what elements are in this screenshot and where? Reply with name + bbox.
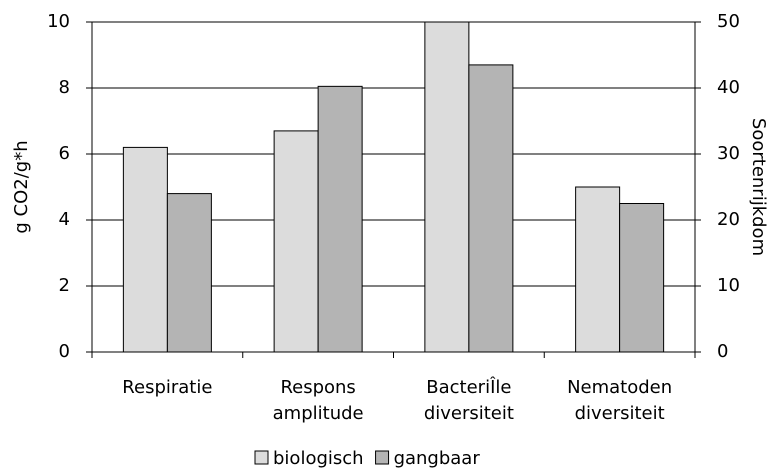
x-tick-label: amplitude (273, 403, 364, 424)
y2-tick-label: 20 (717, 209, 740, 230)
legend-label: gangbaar (394, 448, 481, 469)
y-tick-label: 8 (59, 77, 70, 98)
y-tick-label: 2 (59, 275, 70, 296)
x-tick-label: diversiteit (575, 403, 665, 424)
y-axis-label: g CO2/g*h (11, 140, 32, 233)
bar (468, 64, 514, 353)
y2-tick-label: 50 (717, 11, 740, 32)
legend-label: biologisch (273, 448, 364, 469)
y-tick-label: 10 (47, 11, 70, 32)
y-tick-label: 6 (59, 143, 70, 164)
bar (575, 186, 621, 353)
bar (424, 21, 470, 353)
y2-tick-label: 0 (717, 341, 728, 362)
y2-tick-label: 40 (717, 77, 740, 98)
bar (122, 146, 168, 353)
y-tick-label: 4 (59, 209, 70, 230)
legend-swatch (254, 450, 269, 465)
x-tick-label: Nematoden (567, 377, 672, 398)
bar (317, 85, 363, 353)
x-tick-label: Respons (280, 377, 355, 398)
y2-tick-label: 10 (717, 275, 740, 296)
legend-swatch (375, 450, 390, 465)
y-tick-label: 0 (59, 341, 70, 362)
x-tick-label: diversiteit (424, 403, 514, 424)
y2-axis-label: Soortenrijkdom (748, 118, 769, 256)
bar (166, 193, 212, 353)
x-tick-label: BacteriÎle (426, 376, 511, 398)
y2-tick-label: 30 (717, 143, 740, 164)
bar (619, 203, 665, 353)
bar (273, 130, 319, 353)
x-tick-label: Respiratie (122, 377, 212, 398)
